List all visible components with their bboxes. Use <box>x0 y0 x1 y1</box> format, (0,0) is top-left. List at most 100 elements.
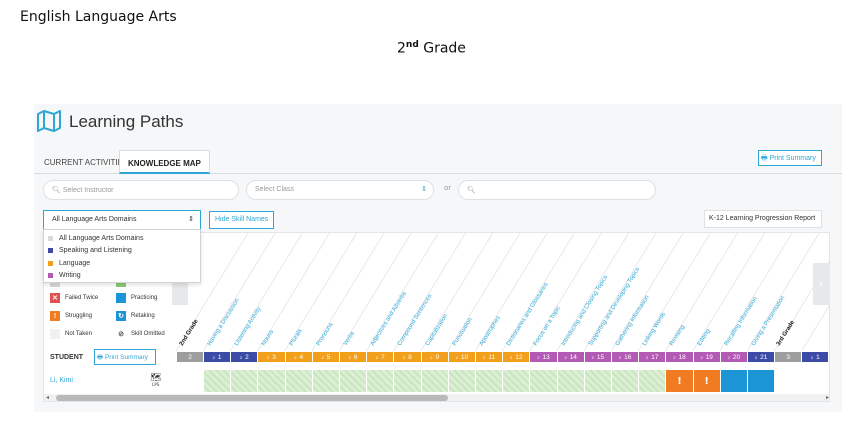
page-title: Learning Paths <box>69 112 184 131</box>
practicing-icon <box>116 293 126 303</box>
grade-superscript: 2 <box>673 354 676 360</box>
skill-number: 9 <box>435 353 440 361</box>
skill-number: 4 <box>299 353 304 361</box>
student-print-summary-button[interactable]: 🖶 Print Summary <box>94 349 156 365</box>
score-cell-mastered[interactable] <box>258 370 286 392</box>
score-cell-struggling[interactable]: ! <box>693 370 721 392</box>
or-label: or <box>444 184 452 192</box>
student-search-input[interactable]: 🔍︎ <box>458 180 656 200</box>
skill-number: 2 <box>245 353 249 361</box>
learning-progression-report-button[interactable]: K-12 Learning Progression Report <box>704 210 822 228</box>
grade-superscript: 2 <box>403 354 406 360</box>
header-divider-line <box>474 233 548 351</box>
score-cell-mastered[interactable] <box>476 370 504 392</box>
scroll-left-button[interactable] <box>172 278 188 305</box>
instructor-search-input[interactable]: 🔍︎ Select Instructor <box>43 180 239 200</box>
grade-superscript: 2 <box>267 354 270 360</box>
score-cell-mastered[interactable] <box>312 370 340 392</box>
exclamation-icon: ! <box>704 375 709 387</box>
dropdown-option[interactable]: Writing <box>44 270 200 283</box>
domain-select[interactable]: All Language Arts Domains ⇕ <box>43 210 201 230</box>
grade-superscript: 2 <box>321 354 324 360</box>
student-name-link[interactable]: Li, Kimi <box>50 377 73 384</box>
score-cell-mastered[interactable] <box>584 370 612 392</box>
header-divider-line <box>746 233 820 351</box>
grade-superscript: 2 <box>294 354 297 360</box>
header-divider-line <box>529 233 603 351</box>
header-divider-line <box>692 233 766 351</box>
score-cell-mastered[interactable] <box>204 370 232 392</box>
skill-number-cell: 2 10 <box>448 352 475 362</box>
tab-current-activities[interactable]: Current Activities <box>44 158 129 167</box>
lps-map-icon[interactable]: 🗺︎ LPS <box>150 373 162 388</box>
header-diagonal-lines <box>175 233 829 351</box>
skill-number: 19 <box>705 353 713 361</box>
header-divider-line <box>202 233 276 351</box>
score-cell-mastered[interactable] <box>421 370 449 392</box>
not-taken-icon <box>50 329 60 339</box>
skill-number: 1 <box>816 353 820 361</box>
grade-superscript: 2 <box>348 354 351 360</box>
app-header: Learning Paths <box>34 104 842 144</box>
score-cell-struggling[interactable]: ! <box>666 370 694 392</box>
skill-number: 13 <box>542 353 550 361</box>
skill-number-cell: 2 13 <box>530 352 557 362</box>
horizontal-scrollbar[interactable]: ◂ ▸ <box>44 394 829 401</box>
grade-superscript: 2 <box>700 354 703 360</box>
dropdown-option[interactable]: All Language Arts Domains <box>44 232 200 245</box>
tab-knowledge-map[interactable]: Knowledge Map <box>119 150 210 174</box>
score-cell-mastered[interactable] <box>639 370 667 392</box>
header-divider-line <box>610 233 684 351</box>
score-cell-mastered[interactable] <box>367 370 395 392</box>
document-grade-title: 2nd Grade <box>397 40 466 57</box>
grade-number-cell: 2 <box>177 352 203 362</box>
grade-superscript: 2 <box>618 354 622 360</box>
grade-superscript: 2 <box>727 354 730 360</box>
class-select[interactable]: Select Class ⇕ <box>246 180 434 200</box>
domain-color-swatch <box>48 273 53 279</box>
map-icon <box>37 110 61 132</box>
legend-label: Practicing <box>131 295 158 301</box>
skill-number: 3 <box>272 353 276 361</box>
print-summary-button[interactable]: 🖶 Print Summary <box>758 150 822 166</box>
legend-item: ✕ Failed Twice <box>50 293 98 303</box>
chevron-right-icon: › <box>818 277 824 291</box>
header-divider-line <box>719 233 793 351</box>
student-column-header: STUDENT <box>50 354 84 361</box>
score-cell-mastered[interactable] <box>394 370 422 392</box>
legend-item: Not Taken <box>50 329 92 339</box>
score-cell-mastered[interactable] <box>557 370 585 392</box>
score-cell-mastered[interactable] <box>612 370 640 392</box>
header-divider-line <box>284 233 358 351</box>
domain-color-swatch <box>48 235 53 241</box>
skill-number-cell: 2 15 <box>584 352 611 362</box>
domain-color-swatch <box>48 260 53 266</box>
select-caret-icon: ⇕ <box>421 186 427 193</box>
header-divider-line <box>665 233 739 351</box>
header-divider-line <box>420 233 494 351</box>
header-divider-line <box>773 260 829 351</box>
scroll-right-arrow-icon[interactable]: ▸ <box>825 394 829 401</box>
legend-label: Failed Twice <box>65 295 99 301</box>
score-cell-mastered[interactable] <box>340 370 368 392</box>
hide-skill-names-button[interactable]: Hide Skill Names <box>209 211 275 229</box>
dropdown-option-label: All Language Arts Domains <box>59 234 144 242</box>
header-divider-line <box>801 305 829 351</box>
skill-number-cell: 2 21 <box>748 352 775 362</box>
score-cell-mastered[interactable] <box>503 370 531 392</box>
dropdown-option[interactable]: Language <box>44 257 200 270</box>
scroll-left-arrow-icon[interactable]: ◂ <box>46 394 50 401</box>
score-cell-mastered[interactable] <box>448 370 476 392</box>
skill-number: 12 <box>515 353 523 361</box>
score-cell-practicing[interactable] <box>748 370 776 392</box>
scroll-right-button[interactable]: › <box>813 263 829 305</box>
score-cell-mastered[interactable] <box>231 370 259 392</box>
score-cell-mastered[interactable] <box>530 370 558 392</box>
header-divider-line <box>338 233 412 351</box>
score-cell-mastered[interactable] <box>285 370 313 392</box>
scrollbar-thumb[interactable] <box>56 395 448 401</box>
dropdown-option[interactable]: Speaking and Listening <box>44 245 200 258</box>
score-cell-practicing[interactable] <box>720 370 748 392</box>
